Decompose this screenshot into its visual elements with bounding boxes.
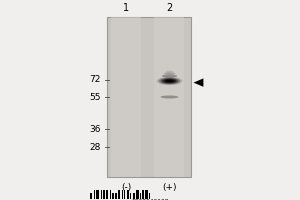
Text: (-): (-) (121, 183, 131, 192)
Ellipse shape (159, 77, 180, 85)
Bar (115, 193, 117, 199)
Bar (103, 190, 105, 199)
Bar (110, 190, 111, 199)
Ellipse shape (162, 74, 177, 78)
Bar (106, 190, 108, 199)
Text: 72: 72 (89, 75, 100, 84)
Ellipse shape (166, 80, 173, 82)
Ellipse shape (160, 78, 178, 84)
Bar (124, 190, 125, 199)
Text: (+): (+) (162, 183, 177, 192)
Bar (148, 193, 150, 199)
Bar (142, 190, 144, 199)
Polygon shape (194, 78, 203, 87)
Bar (96, 190, 99, 199)
Ellipse shape (166, 71, 173, 72)
Bar (127, 190, 129, 199)
Ellipse shape (160, 96, 178, 98)
Ellipse shape (164, 79, 175, 83)
Bar (90, 193, 92, 199)
Ellipse shape (163, 79, 176, 83)
Text: 28: 28 (89, 142, 100, 152)
Bar (112, 193, 114, 199)
Text: 1: 1 (123, 3, 129, 13)
Ellipse shape (157, 77, 182, 85)
Text: 36: 36 (89, 124, 100, 134)
Bar (154, 17, 184, 177)
Text: 2: 2 (167, 3, 172, 13)
Bar (94, 190, 95, 199)
Bar (130, 193, 131, 199)
Bar (136, 190, 139, 199)
Bar (140, 193, 141, 199)
Text: 55: 55 (89, 92, 100, 102)
Bar (145, 190, 148, 199)
Bar (111, 17, 141, 177)
Bar (118, 190, 120, 199)
Bar (122, 190, 123, 199)
Bar (133, 193, 135, 199)
Text: 1033640108: 1033640108 (131, 199, 169, 200)
Bar (106, 17, 190, 177)
Ellipse shape (164, 72, 175, 75)
Bar (100, 190, 102, 199)
